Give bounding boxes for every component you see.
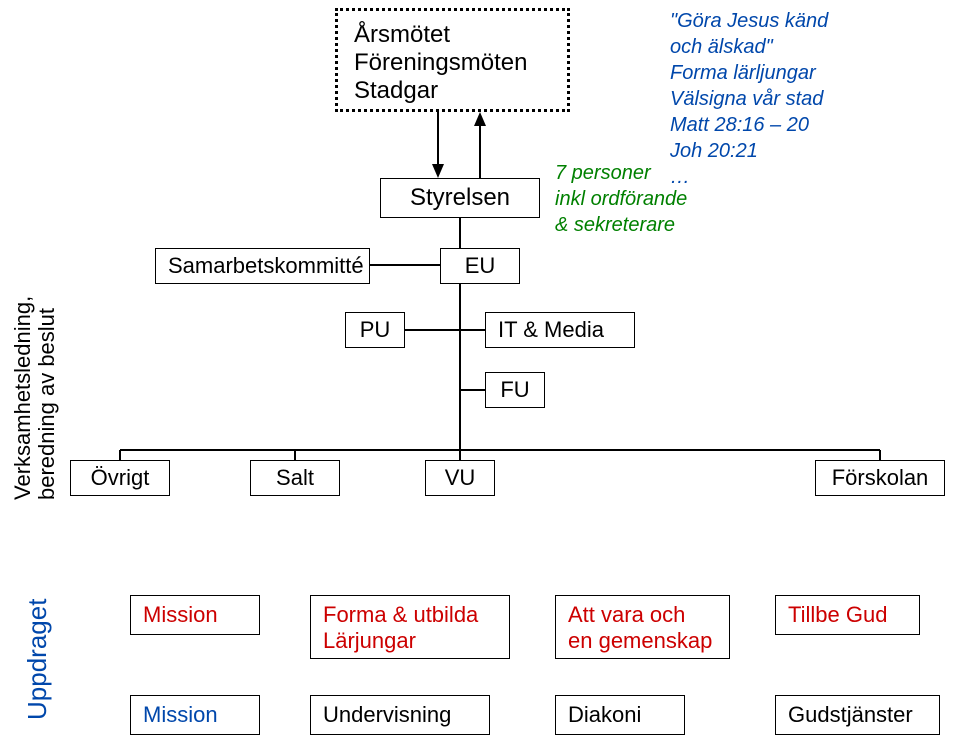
uppdrag-undervisning-label: Undervisning [323, 702, 451, 728]
vu-box: VU [425, 460, 495, 496]
uppdrag-diakoni-box: Diakoni [555, 695, 685, 735]
styrelsen-note-2: inkl ordförande [555, 186, 735, 212]
ovrigt-label: Övrigt [91, 465, 150, 491]
side-label-verksamhet-2: beredning av beslut [34, 308, 60, 500]
uppdrag-mission-2-label: Mission [143, 702, 218, 728]
uppdrag-att-line2: en gemenskap [568, 628, 712, 654]
uppdrag-gudstjanster-box: Gudstjänster [775, 695, 940, 735]
uppdrag-mission-1-label: Mission [143, 602, 218, 628]
samarbetskommitte-box: Samarbetskommitté [155, 248, 370, 284]
vision-line2: och älskad" [670, 34, 930, 60]
forskolan-label: Förskolan [832, 465, 929, 491]
uppdrag-forma-box: Forma & utbilda Lärjungar [310, 595, 510, 659]
pu-label: PU [360, 317, 391, 343]
top-line1: Årsmötet [354, 21, 551, 49]
side-label-verksamhet-1: Verksamhetsledning, [10, 296, 36, 500]
top-line2: Föreningsmöten [354, 49, 551, 77]
eu-label: EU [465, 253, 496, 279]
uppdrag-att-box: Att vara och en gemenskap [555, 595, 730, 659]
uppdrag-tillbe-box: Tillbe Gud [775, 595, 920, 635]
uppdrag-forma-line2: Lärjungar [323, 628, 478, 654]
vision-line5: Matt 28:16 – 20 [670, 112, 930, 138]
styrelsen-box: Styrelsen [380, 178, 540, 218]
fu-label: FU [500, 377, 529, 403]
forskolan-box: Förskolan [815, 460, 945, 496]
styrelsen-note-1: 7 personer [555, 160, 735, 186]
uppdrag-forma-line1: Forma & utbilda [323, 602, 478, 628]
it-media-label: IT & Media [498, 317, 604, 343]
uppdrag-gudstjanster-label: Gudstjänster [788, 702, 913, 728]
samarbetskommitte-label: Samarbetskommitté [168, 253, 364, 279]
styrelsen-note-3: & sekreterare [555, 212, 735, 238]
vu-label: VU [445, 465, 476, 491]
uppdrag-tillbe-label: Tillbe Gud [788, 602, 887, 628]
eu-box: EU [440, 248, 520, 284]
top-line3: Stadgar [354, 77, 551, 105]
styrelsen-note: 7 personer inkl ordförande & sekreterare [555, 160, 735, 238]
uppdrag-mission-2-box: Mission [130, 695, 260, 735]
salt-label: Salt [276, 465, 314, 491]
it-media-box: IT & Media [485, 312, 635, 348]
salt-box: Salt [250, 460, 340, 496]
ovrigt-box: Övrigt [70, 460, 170, 496]
side-label-uppdraget: Uppdraget [22, 599, 53, 720]
vision-line1: "Göra Jesus känd [670, 8, 930, 34]
uppdrag-diakoni-label: Diakoni [568, 702, 641, 728]
uppdrag-undervisning-box: Undervisning [310, 695, 490, 735]
top-governance-box: Årsmötet Föreningsmöten Stadgar [335, 8, 570, 112]
styrelsen-label: Styrelsen [410, 184, 510, 212]
vision-line3: Forma lärljungar [670, 60, 930, 86]
uppdrag-mission-1-box: Mission [130, 595, 260, 635]
fu-box: FU [485, 372, 545, 408]
pu-box: PU [345, 312, 405, 348]
uppdrag-att-line1: Att vara och [568, 602, 712, 628]
vision-line4: Välsigna vår stad [670, 86, 930, 112]
